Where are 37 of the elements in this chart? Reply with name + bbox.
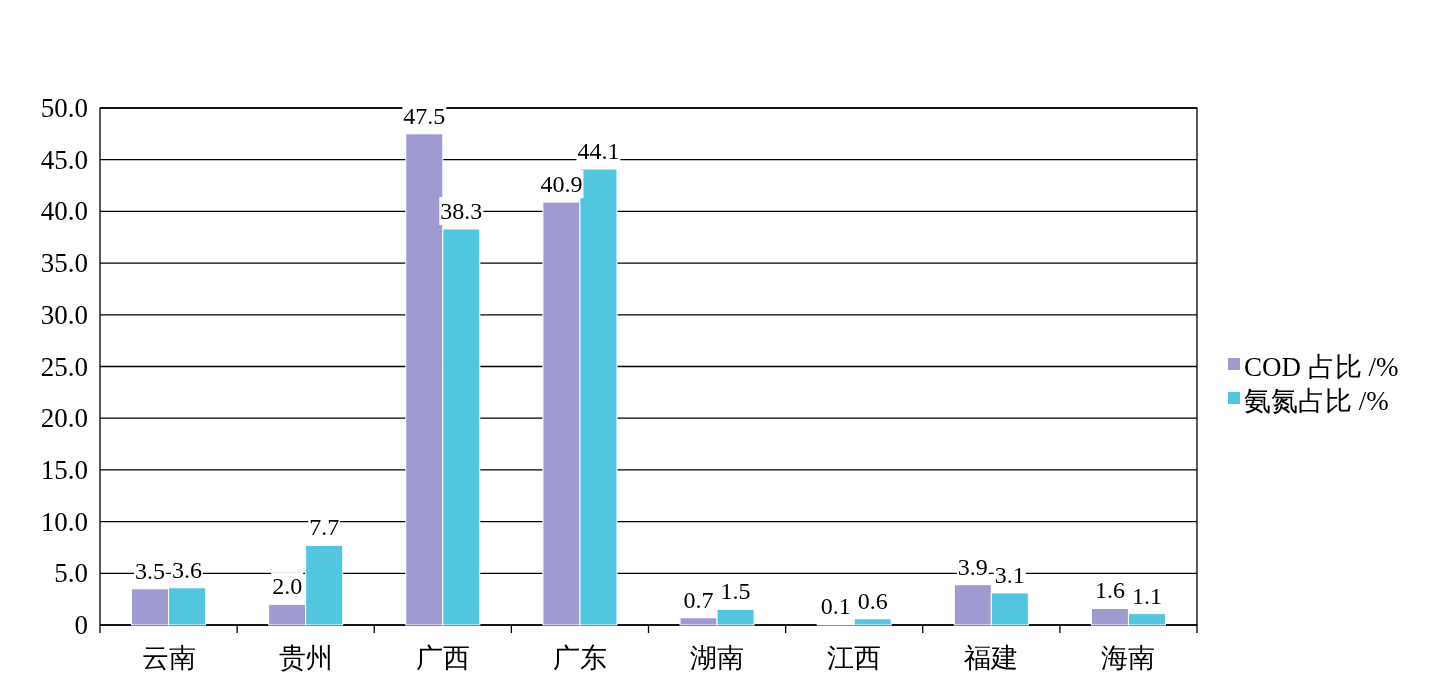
legend-label: COD 占比 /%: [1244, 352, 1399, 382]
y-tick-label: 0: [74, 610, 88, 640]
x-tick-label: 海南: [1101, 643, 1156, 673]
data-label: 3.9: [957, 553, 988, 580]
y-tick-label: 5.0: [54, 558, 88, 589]
x-tick-label: 云南: [141, 643, 196, 673]
y-tick-label: 35.0: [40, 248, 88, 279]
y-tick-label: 20.0: [40, 403, 88, 434]
data-label: 1.5: [720, 578, 751, 605]
data-label: 3.5: [135, 557, 166, 584]
data-label: 0.7: [683, 586, 714, 613]
data-label: 44.1: [577, 138, 620, 165]
y-tick-label: 40.0: [40, 196, 88, 227]
data-label: 38.3: [440, 197, 483, 224]
x-tick-label: 广东: [552, 643, 607, 673]
x-tick-label: 广西: [415, 643, 470, 673]
data-label: 7.7: [309, 514, 340, 541]
data-label: 40.9: [540, 171, 583, 198]
y-tick-label: 15.0: [40, 454, 88, 485]
y-tick-label: 25.0: [40, 351, 88, 382]
y-tick-label: 30.0: [40, 299, 88, 330]
y-tick-label: 10.0: [40, 506, 88, 537]
data-label: 3.6: [172, 556, 203, 583]
x-tick-label: 江西: [827, 643, 882, 673]
data-label: 0.1: [820, 592, 851, 619]
y-tick-label: 50.0: [40, 93, 88, 123]
x-tick-label: 湖南: [690, 643, 745, 673]
legend-label: 氨氮占比 /%: [1244, 386, 1389, 416]
data-label: 47.5: [403, 102, 446, 129]
data-label: 0.6: [857, 587, 888, 614]
data-label: 3.1: [994, 561, 1025, 588]
y-tick-label: 45.0: [40, 144, 88, 175]
data-label: 1.1: [1131, 582, 1162, 609]
data-label: 1.6: [1094, 577, 1125, 604]
x-tick-label: 福建: [964, 643, 1019, 673]
x-tick-label: 贵州: [278, 643, 333, 673]
data-label: 2.0: [272, 573, 303, 600]
